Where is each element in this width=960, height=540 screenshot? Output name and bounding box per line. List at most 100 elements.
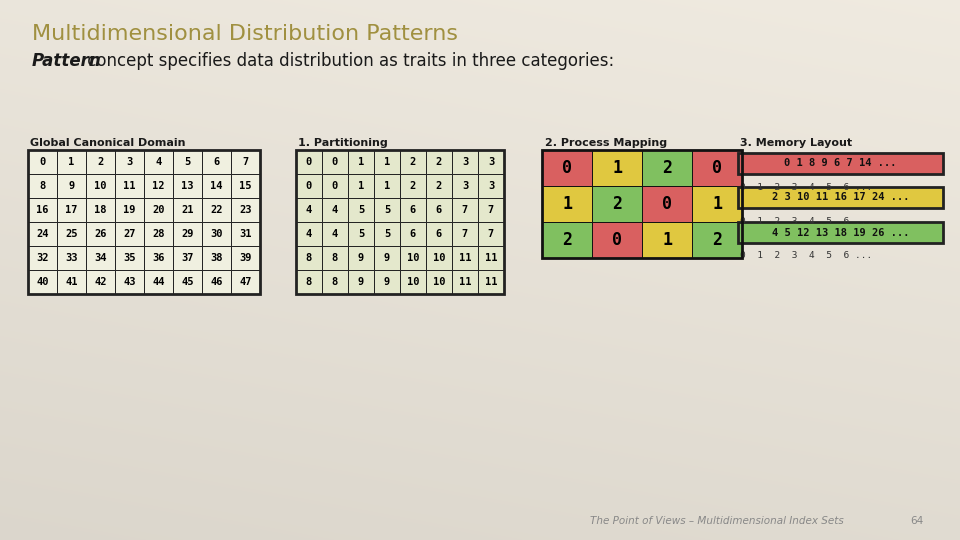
Text: 10: 10 [407,253,420,263]
Bar [642,150,692,186]
Text: 31: 31 [239,229,252,239]
Bar [322,198,348,222]
Bar [478,222,504,246]
Text: 16: 16 [36,205,49,215]
Text: 1: 1 [384,157,390,167]
Bar [173,198,202,222]
Bar [348,246,374,270]
Text: 8: 8 [306,253,312,263]
Text: 0: 0 [332,157,338,167]
Text: 0 1 8 9 6 7 14 ...: 0 1 8 9 6 7 14 ... [784,159,897,168]
Bar [426,174,452,198]
Text: 9: 9 [384,277,390,287]
Text: 37: 37 [181,253,194,263]
Text: 2. Process Mapping: 2. Process Mapping [545,138,667,148]
Bar [400,222,426,246]
Text: 6: 6 [410,229,416,239]
Text: 11: 11 [123,181,135,191]
Bar [426,270,452,294]
Text: 4: 4 [306,229,312,239]
Bar [348,174,374,198]
Text: 5: 5 [358,229,364,239]
Bar [86,150,115,174]
Text: Multidimensional Distribution Patterns: Multidimensional Distribution Patterns [32,24,458,44]
Bar [86,246,115,270]
Text: 64: 64 [910,516,924,526]
Bar [173,222,202,246]
Text: 1: 1 [562,195,572,213]
Text: 11: 11 [485,253,497,263]
Text: 3: 3 [127,157,132,167]
Bar [57,174,86,198]
Bar [296,174,322,198]
Bar [173,270,202,294]
Bar [692,186,742,222]
Bar [86,198,115,222]
Bar [231,270,260,294]
Text: 24: 24 [36,229,49,239]
Text: 4: 4 [332,229,338,239]
Text: 9: 9 [384,253,390,263]
Bar [231,222,260,246]
Bar [400,246,426,270]
Text: 11: 11 [459,253,471,263]
Text: 42: 42 [94,277,107,287]
Text: 2: 2 [436,157,443,167]
Bar [28,198,57,222]
Bar [202,150,231,174]
Text: 41: 41 [65,277,78,287]
Text: 47: 47 [239,277,252,287]
Text: 0: 0 [39,157,46,167]
Bar [592,186,642,222]
Text: 2: 2 [612,195,622,213]
Bar [231,198,260,222]
Bar [426,198,452,222]
Bar [28,222,57,246]
Bar [400,150,426,174]
Text: 5: 5 [384,205,390,215]
Bar [115,222,144,246]
Bar [374,150,400,174]
Bar [348,270,374,294]
Text: 2: 2 [410,157,416,167]
Text: 27: 27 [123,229,135,239]
Text: 6: 6 [436,205,443,215]
Bar [57,150,86,174]
Text: 9: 9 [68,181,75,191]
Bar [400,174,426,198]
Bar [173,246,202,270]
Bar [542,150,592,186]
Text: 10: 10 [407,277,420,287]
Bar [452,222,478,246]
Bar [173,150,202,174]
Bar [115,174,144,198]
Text: 3: 3 [462,157,468,167]
Bar [231,150,260,174]
Bar [738,222,943,243]
Bar [478,150,504,174]
Bar [426,246,452,270]
Bar [478,270,504,294]
Bar [28,150,260,294]
Text: 3: 3 [462,181,468,191]
Text: 7: 7 [488,229,494,239]
Bar [86,222,115,246]
Text: 38: 38 [210,253,223,263]
Bar [592,222,642,258]
Text: 4: 4 [306,205,312,215]
Bar [374,222,400,246]
Text: 8: 8 [306,277,312,287]
Text: 6: 6 [410,205,416,215]
Text: Global Canonical Domain: Global Canonical Domain [30,138,185,148]
Bar [452,270,478,294]
Text: 5: 5 [358,205,364,215]
Bar [374,246,400,270]
Bar [426,222,452,246]
Text: 4: 4 [332,205,338,215]
Text: 1: 1 [358,157,364,167]
Text: 43: 43 [123,277,135,287]
Bar [322,150,348,174]
Bar [202,174,231,198]
Bar [296,246,322,270]
Text: 10: 10 [433,253,445,263]
